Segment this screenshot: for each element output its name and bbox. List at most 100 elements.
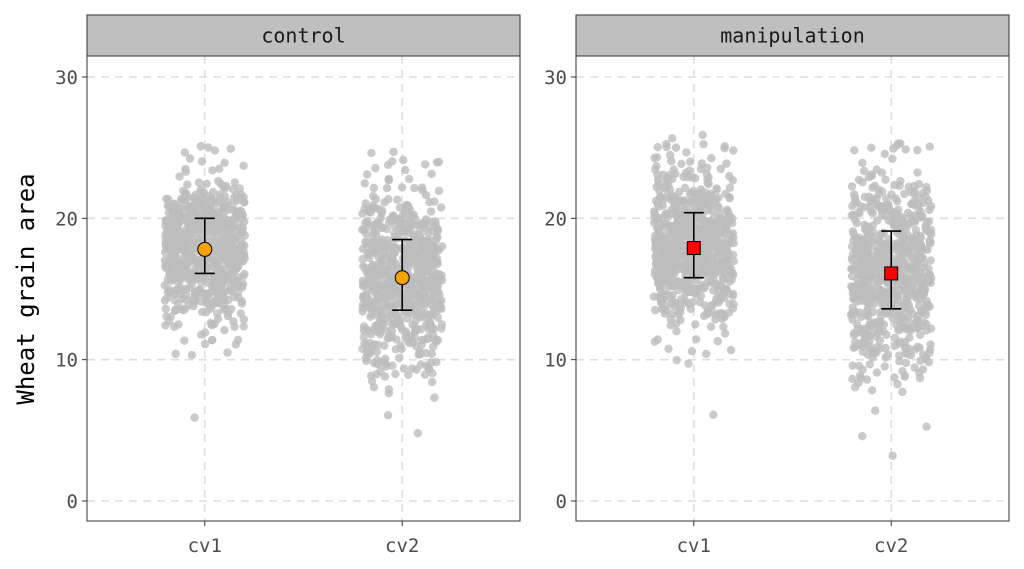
raw-point	[659, 293, 668, 302]
raw-point	[722, 205, 732, 215]
raw-point	[425, 318, 434, 327]
raw-points	[160, 142, 447, 438]
raw-point	[661, 277, 671, 286]
raw-point	[727, 275, 736, 284]
raw-point	[688, 209, 697, 218]
raw-point	[160, 281, 169, 290]
raw-point	[927, 273, 936, 283]
raw-point	[925, 205, 934, 215]
raw-point	[661, 241, 671, 250]
raw-point	[390, 295, 399, 305]
raw-point	[900, 234, 909, 243]
raw-point	[703, 175, 712, 184]
raw-point	[210, 279, 219, 288]
raw-point	[854, 245, 863, 254]
raw-point	[698, 130, 707, 140]
raw-point	[880, 149, 889, 159]
raw-point	[174, 203, 184, 212]
mean-marker	[686, 241, 701, 256]
raw-point	[712, 185, 721, 195]
raw-point	[162, 245, 171, 254]
raw-point	[187, 350, 197, 360]
raw-point	[384, 176, 393, 185]
raw-point	[367, 310, 376, 319]
raw-point	[919, 259, 929, 268]
raw-point	[238, 214, 247, 223]
raw-point	[700, 215, 709, 225]
raw-point	[913, 294, 922, 304]
raw-point	[905, 333, 914, 342]
raw-point	[178, 294, 187, 303]
raw-point	[720, 293, 729, 303]
raw-point	[668, 134, 677, 143]
raw-point	[405, 226, 414, 235]
raw-point	[653, 279, 663, 288]
raw-point	[360, 296, 370, 305]
raw-point	[876, 287, 885, 296]
raw-point	[419, 244, 428, 253]
raw-point	[899, 262, 909, 271]
raw-point	[220, 253, 229, 262]
raw-point	[427, 349, 436, 359]
raw-point	[426, 207, 436, 216]
raw-point	[410, 183, 419, 193]
raw-point	[370, 270, 379, 279]
mean-marker	[394, 270, 410, 286]
raw-point	[406, 211, 415, 220]
raw-point	[187, 234, 196, 244]
x-tick-label: cv1	[188, 535, 222, 557]
raw-point	[403, 201, 413, 210]
raw-point	[856, 270, 866, 279]
raw-point	[904, 300, 913, 310]
raw-point	[919, 318, 928, 327]
y-tick-label: 30	[544, 67, 567, 89]
raw-point	[395, 319, 405, 328]
raw-point	[871, 406, 880, 415]
raw-point	[433, 257, 442, 267]
raw-point	[902, 286, 911, 295]
raw-point	[667, 299, 676, 308]
raw-point	[695, 297, 705, 307]
raw-point	[209, 271, 218, 280]
raw-point	[883, 288, 892, 297]
raw-point	[416, 360, 426, 369]
raw-point	[883, 350, 892, 359]
raw-point	[176, 282, 185, 292]
raw-point	[176, 305, 185, 314]
raw-point	[847, 182, 857, 191]
raw-point	[223, 311, 233, 321]
raw-point	[894, 205, 903, 214]
raw-point	[864, 173, 873, 182]
raw-point	[868, 183, 877, 192]
raw-point	[167, 218, 177, 227]
raw-point	[388, 157, 397, 166]
raw-point	[401, 165, 410, 175]
raw-point	[426, 256, 435, 265]
raw-point	[725, 299, 734, 309]
raw-point	[907, 242, 917, 251]
raw-point	[230, 178, 240, 187]
raw-point	[434, 157, 444, 167]
raw-point	[202, 179, 211, 188]
raw-point	[438, 242, 447, 251]
raw-point	[672, 327, 681, 336]
raw-point	[852, 198, 861, 207]
raw-point	[672, 355, 681, 365]
raw-point	[413, 428, 423, 438]
raw-point	[170, 248, 179, 257]
raw-point	[181, 193, 190, 203]
raw-point	[867, 237, 876, 246]
raw-point	[410, 327, 420, 336]
raw-point	[209, 227, 219, 237]
raw-point	[231, 214, 240, 223]
raw-point	[858, 432, 867, 441]
raw-point	[377, 223, 387, 233]
raw-point	[708, 301, 717, 310]
raw-point	[197, 157, 207, 166]
raw-point	[360, 179, 369, 188]
raw-point	[650, 209, 659, 218]
raw-point	[361, 238, 370, 247]
raw-point	[874, 185, 883, 194]
raw-point	[413, 284, 422, 293]
raw-point	[853, 288, 862, 297]
